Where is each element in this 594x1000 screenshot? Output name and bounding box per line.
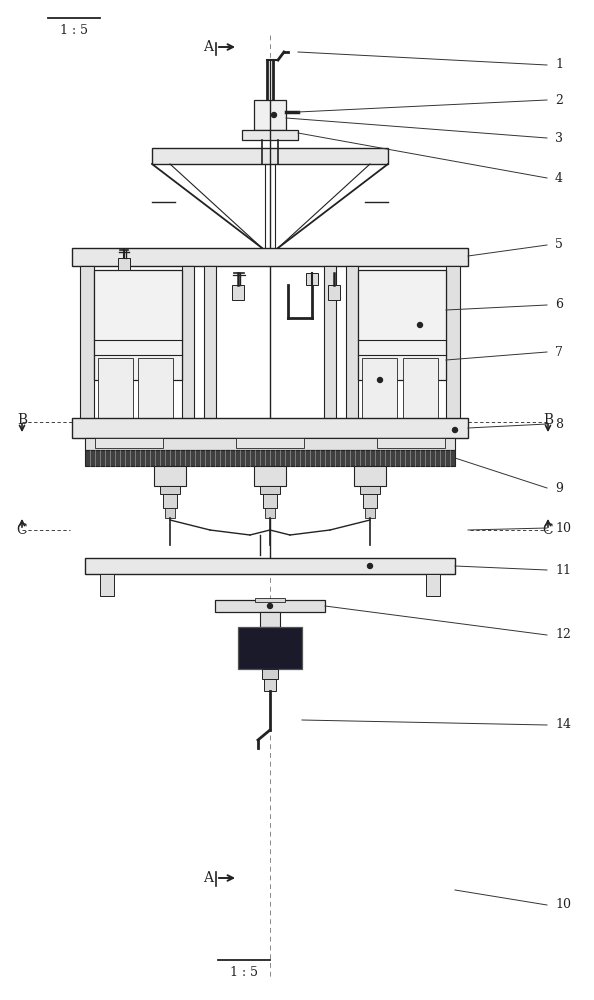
Bar — [152, 148, 388, 164]
Text: 5: 5 — [555, 238, 563, 251]
Bar — [265, 508, 275, 518]
Text: 10: 10 — [555, 898, 571, 912]
Text: 11: 11 — [555, 564, 571, 576]
Bar — [263, 494, 277, 508]
Text: 8: 8 — [555, 418, 563, 430]
Text: C: C — [17, 523, 27, 537]
Circle shape — [368, 564, 372, 568]
Bar — [365, 508, 375, 518]
Bar — [260, 612, 280, 627]
Bar — [242, 130, 298, 140]
Bar — [360, 486, 380, 494]
Bar — [358, 270, 446, 380]
Text: A: A — [203, 871, 213, 885]
Bar — [262, 669, 278, 679]
Text: B: B — [17, 413, 27, 427]
Circle shape — [271, 112, 276, 117]
Circle shape — [267, 603, 273, 608]
Bar — [85, 450, 455, 466]
Bar — [426, 574, 440, 596]
Bar — [254, 100, 286, 130]
Text: B: B — [543, 413, 553, 427]
Text: 14: 14 — [555, 718, 571, 732]
Bar — [85, 558, 455, 574]
Bar — [324, 266, 336, 421]
Bar — [204, 266, 216, 421]
Bar — [255, 598, 285, 602]
Bar — [328, 285, 340, 300]
Circle shape — [378, 377, 383, 382]
Bar — [95, 438, 163, 448]
Bar — [182, 266, 194, 421]
Bar — [160, 486, 180, 494]
Text: 9: 9 — [555, 482, 563, 494]
Bar — [165, 508, 175, 518]
Text: 4: 4 — [555, 172, 563, 184]
Bar — [154, 466, 186, 486]
Text: 7: 7 — [555, 346, 563, 359]
Bar — [118, 258, 130, 270]
Text: 3: 3 — [555, 131, 563, 144]
Bar — [85, 438, 455, 450]
Bar — [260, 486, 280, 494]
Text: 1: 1 — [555, 58, 563, 72]
Bar — [346, 266, 358, 421]
Circle shape — [453, 428, 457, 432]
Bar — [254, 466, 286, 486]
Circle shape — [418, 322, 422, 328]
Bar — [446, 266, 460, 421]
Bar — [100, 574, 114, 596]
Bar — [238, 627, 302, 669]
Bar — [138, 358, 173, 418]
Bar — [354, 466, 386, 486]
Bar — [72, 248, 468, 266]
Bar — [98, 358, 133, 418]
Bar — [403, 358, 438, 418]
Bar — [306, 273, 318, 285]
Text: 10: 10 — [555, 522, 571, 534]
Bar — [363, 494, 377, 508]
Bar — [232, 285, 244, 300]
Bar — [236, 438, 304, 448]
Bar — [215, 600, 325, 612]
Bar — [163, 494, 177, 508]
Bar — [72, 418, 468, 438]
Text: A: A — [203, 40, 213, 54]
Text: C: C — [543, 523, 554, 537]
Text: 6: 6 — [555, 298, 563, 312]
Bar — [94, 270, 182, 380]
Text: 12: 12 — [555, 629, 571, 642]
Text: 2: 2 — [555, 94, 563, 106]
Bar — [362, 358, 397, 418]
Bar — [80, 266, 94, 421]
Text: 1 : 5: 1 : 5 — [60, 23, 88, 36]
Bar — [264, 679, 276, 691]
Text: 1 : 5: 1 : 5 — [230, 966, 258, 978]
Bar — [377, 438, 445, 448]
